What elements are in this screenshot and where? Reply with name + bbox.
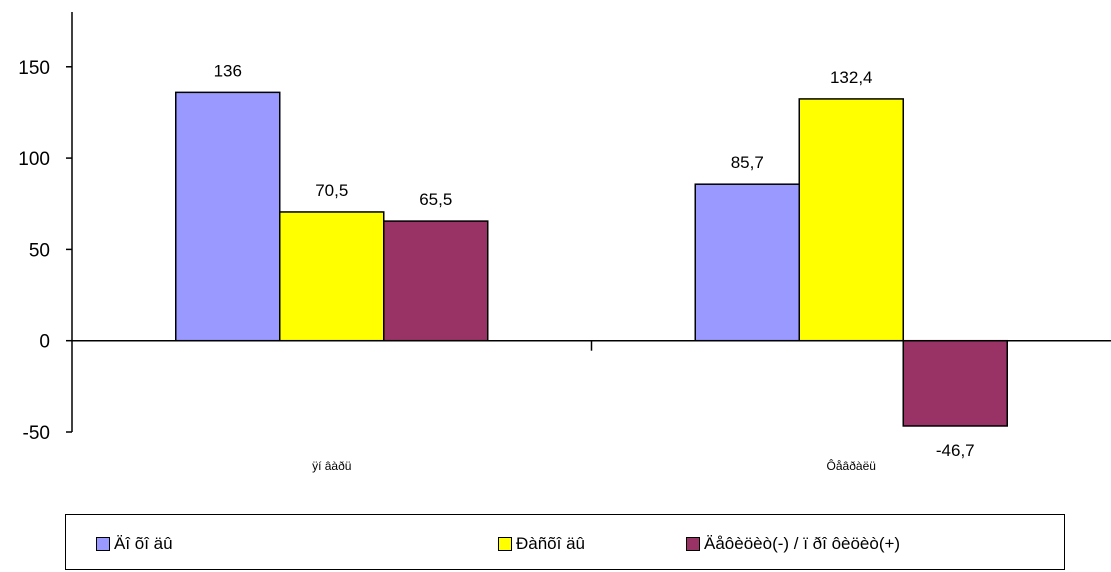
legend-item-expenses: Ðàñõî äû <box>498 534 585 554</box>
y-tick-label: -50 <box>23 423 50 444</box>
y-axis-ticks: -50 0 50 100 150 <box>18 58 72 444</box>
data-label: 136 <box>214 61 242 80</box>
bar-group <box>175 91 1008 427</box>
category-label: ÿí âàðü <box>312 459 351 473</box>
bar <box>798 98 904 342</box>
category-label: Ôåâðàëü <box>827 458 876 473</box>
bar <box>383 220 489 342</box>
data-label: 85,7 <box>731 153 764 172</box>
y-tick-label: 100 <box>18 149 50 170</box>
legend-swatch-balance <box>686 537 700 551</box>
data-label: 70,5 <box>315 181 348 200</box>
bar <box>902 339 1008 427</box>
bar <box>175 91 281 342</box>
bar <box>279 211 385 342</box>
y-tick-label: 0 <box>39 332 50 353</box>
data-label: 65,5 <box>419 190 452 209</box>
bar-chart: -50 0 50 100 150 136 70,5 65,5 85,7 132,4 -46,7 ÿ… <box>18 12 1111 473</box>
legend-item-income: Äî õî äû <box>96 534 173 554</box>
legend-swatch-income <box>96 537 110 551</box>
category-labels: ÿí âàðü Ôåâðàëü <box>312 458 876 473</box>
legend-item-balance: Äåôèöèò(-) / ï ðî ôèöèò(+) <box>686 534 900 554</box>
legend-label-income: Äî õî äû <box>114 534 173 553</box>
data-label: -46,7 <box>936 441 975 460</box>
bar <box>694 183 800 342</box>
data-label: 132,4 <box>830 68 873 87</box>
data-labels: 136 70,5 65,5 85,7 132,4 -46,7 <box>214 61 975 460</box>
legend: Äî õî äû Ðàñõî äû Äåôèöèò(-) / ï ðî ôèöè… <box>65 514 1065 570</box>
legend-label-balance: Äåôèöèò(-) / ï ðî ôèöèò(+) <box>704 534 901 553</box>
y-tick-label: 150 <box>18 58 50 79</box>
legend-swatch-expenses <box>498 537 512 551</box>
y-tick-label: 50 <box>29 240 50 261</box>
legend-label-expenses: Ðàñõî äû <box>516 534 585 553</box>
